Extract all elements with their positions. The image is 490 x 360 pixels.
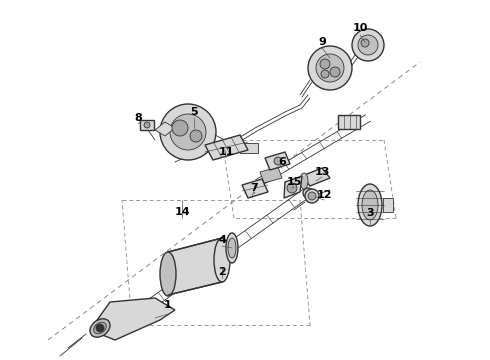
Circle shape <box>308 192 316 200</box>
Ellipse shape <box>358 184 382 226</box>
Text: 4: 4 <box>218 235 226 245</box>
Ellipse shape <box>90 319 110 337</box>
Circle shape <box>274 157 282 165</box>
Ellipse shape <box>228 238 236 258</box>
Bar <box>383 198 393 212</box>
Text: 13: 13 <box>314 167 330 177</box>
Circle shape <box>305 189 319 203</box>
Text: 9: 9 <box>318 37 326 47</box>
Polygon shape <box>90 298 175 340</box>
Circle shape <box>303 188 313 198</box>
Circle shape <box>321 70 329 78</box>
Polygon shape <box>260 167 282 183</box>
Text: 10: 10 <box>352 23 368 33</box>
Text: 3: 3 <box>366 208 374 218</box>
Text: 6: 6 <box>278 157 286 167</box>
Text: 14: 14 <box>174 207 190 217</box>
Circle shape <box>96 324 104 332</box>
Text: 15: 15 <box>286 177 302 187</box>
Circle shape <box>316 54 344 82</box>
Circle shape <box>320 59 330 69</box>
Ellipse shape <box>214 238 230 282</box>
Bar <box>140 120 154 130</box>
Ellipse shape <box>226 233 238 263</box>
Polygon shape <box>242 179 268 198</box>
Bar <box>240 143 258 153</box>
Circle shape <box>160 104 216 160</box>
Polygon shape <box>205 135 248 160</box>
Text: 12: 12 <box>316 190 332 200</box>
Circle shape <box>358 35 378 55</box>
Text: 11: 11 <box>218 147 234 157</box>
Circle shape <box>308 46 352 90</box>
Circle shape <box>352 29 384 61</box>
Polygon shape <box>155 122 175 136</box>
Circle shape <box>330 67 340 77</box>
Polygon shape <box>265 152 290 170</box>
Ellipse shape <box>160 252 176 296</box>
Circle shape <box>361 39 369 47</box>
Circle shape <box>172 120 188 136</box>
Bar <box>338 115 360 129</box>
Text: 2: 2 <box>218 267 226 277</box>
Circle shape <box>287 183 297 193</box>
Circle shape <box>144 122 150 128</box>
Polygon shape <box>284 176 302 198</box>
Circle shape <box>190 130 202 142</box>
Ellipse shape <box>300 173 308 189</box>
Polygon shape <box>168 238 222 295</box>
Ellipse shape <box>362 190 378 220</box>
Text: 8: 8 <box>134 113 142 123</box>
Text: 7: 7 <box>250 183 258 193</box>
Ellipse shape <box>94 322 106 334</box>
Circle shape <box>170 114 206 150</box>
Text: 1: 1 <box>164 300 172 310</box>
Polygon shape <box>302 168 330 186</box>
Text: 5: 5 <box>190 107 198 117</box>
